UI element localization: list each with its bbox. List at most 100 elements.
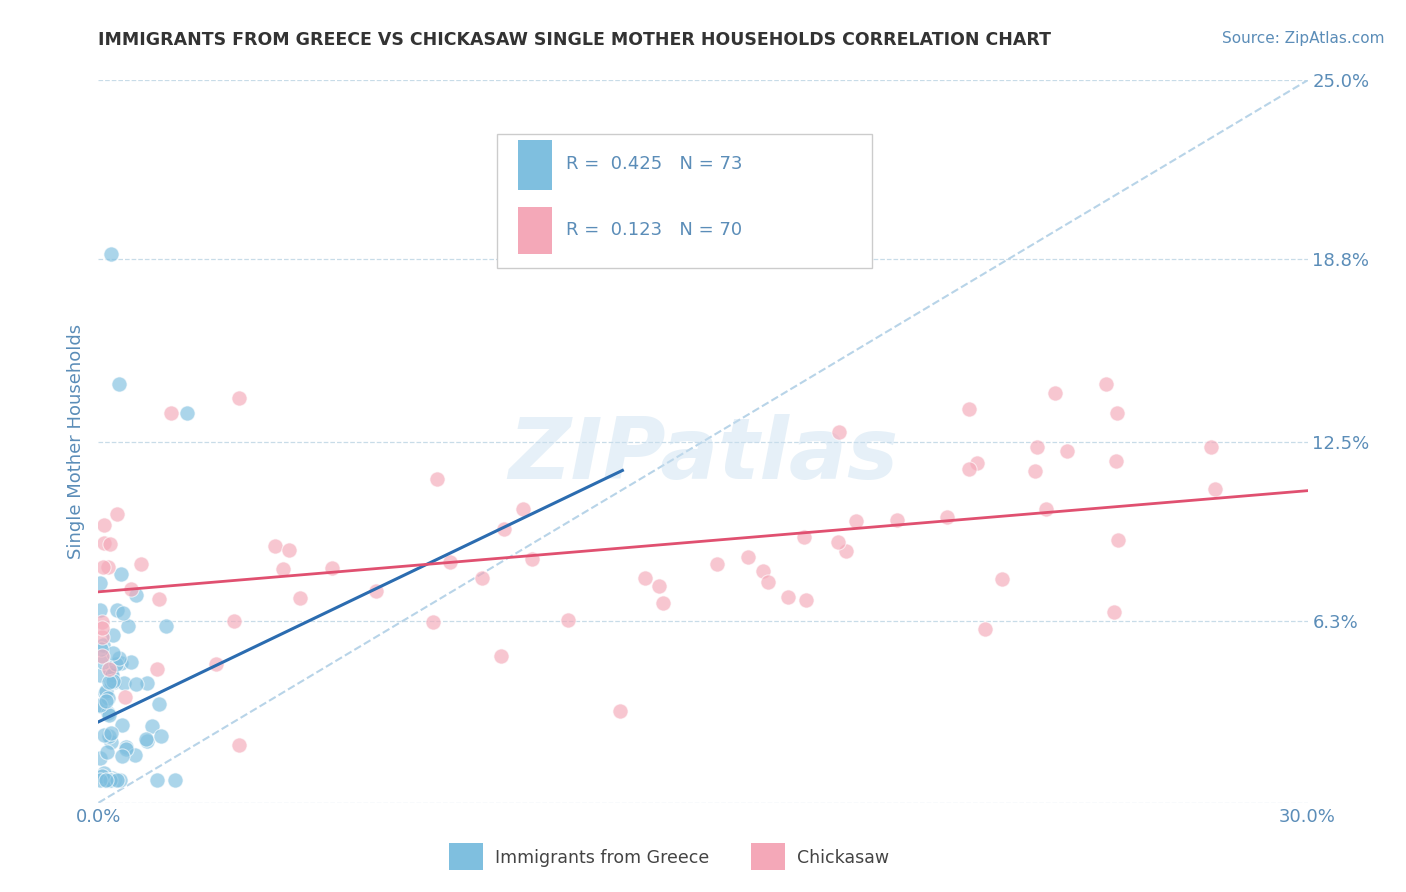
Point [364, 584, 387, 599]
Point [991, 572, 1014, 586]
Point [974, 623, 997, 637]
Text: ZIPatlas: ZIPatlas [508, 415, 898, 498]
Point [103, 673, 125, 688]
Text: R =  0.425   N = 73: R = 0.425 N = 73 [567, 154, 742, 173]
Point [110, 566, 132, 581]
Point [94, 694, 117, 708]
Point [98, 675, 121, 690]
Point [264, 540, 287, 554]
Point [155, 619, 177, 633]
Point [794, 593, 817, 607]
Point [165, 772, 187, 787]
Point [101, 771, 124, 785]
Point [91, 621, 114, 635]
Point [96, 745, 118, 759]
Point [89, 772, 111, 787]
Point [103, 675, 125, 690]
Point [494, 522, 516, 536]
Point [89, 576, 111, 591]
Point [422, 615, 444, 629]
Point [93, 728, 115, 742]
Point [471, 571, 494, 585]
Point [90, 641, 112, 656]
Point [1107, 533, 1129, 547]
Point [828, 425, 851, 439]
Point [91, 630, 114, 644]
Point [98, 729, 121, 743]
Point [105, 603, 128, 617]
Point [491, 649, 513, 664]
Point [93, 766, 115, 780]
Point [100, 735, 122, 749]
Point [125, 588, 148, 602]
Point [110, 718, 132, 732]
Point [652, 596, 675, 610]
Point [101, 772, 124, 787]
Point [105, 772, 128, 787]
Point [228, 738, 250, 752]
FancyBboxPatch shape [517, 140, 553, 191]
Point [91, 638, 114, 652]
Point [1056, 443, 1078, 458]
Point [228, 391, 250, 405]
Point [776, 591, 799, 605]
Point [176, 406, 198, 420]
Point [104, 657, 127, 672]
Point [1024, 464, 1046, 478]
Point [98, 537, 121, 551]
Point [89, 751, 111, 765]
Point [1201, 440, 1223, 454]
FancyBboxPatch shape [751, 843, 785, 870]
Point [97, 706, 120, 721]
Point [706, 557, 728, 571]
Point [129, 557, 152, 571]
Point [752, 564, 775, 578]
Point [112, 606, 135, 620]
Point [93, 518, 115, 533]
Point [1105, 454, 1128, 468]
Point [793, 530, 815, 544]
Point [94, 684, 117, 698]
Text: Chickasaw: Chickasaw [797, 849, 890, 867]
Point [160, 406, 183, 420]
Point [957, 402, 980, 417]
Point [522, 551, 544, 566]
Point [205, 657, 228, 671]
Point [935, 509, 957, 524]
Point [91, 559, 114, 574]
Point [290, 591, 312, 605]
Point [1095, 376, 1118, 391]
Point [957, 462, 980, 476]
Point [756, 574, 779, 589]
Point [97, 690, 120, 705]
Point [1204, 482, 1226, 496]
Point [1035, 502, 1057, 516]
Point [107, 376, 129, 391]
Point [557, 613, 579, 627]
Text: Source: ZipAtlas.com: Source: ZipAtlas.com [1222, 31, 1385, 46]
Point [512, 502, 534, 516]
Point [91, 656, 114, 670]
Point [112, 676, 135, 690]
Point [97, 772, 120, 787]
Point [271, 562, 294, 576]
Point [93, 536, 115, 550]
Point [100, 772, 122, 787]
Point [966, 456, 988, 470]
Point [101, 668, 124, 682]
Point [117, 619, 139, 633]
Point [124, 747, 146, 762]
Point [97, 560, 120, 574]
Point [1043, 386, 1066, 401]
Point [224, 614, 246, 628]
Point [426, 472, 449, 486]
Point [634, 572, 657, 586]
Point [89, 603, 111, 617]
Point [135, 733, 157, 747]
Point [609, 704, 631, 718]
Point [120, 582, 142, 597]
Point [737, 549, 759, 564]
Point [103, 628, 125, 642]
Point [89, 698, 111, 713]
Point [89, 668, 111, 682]
